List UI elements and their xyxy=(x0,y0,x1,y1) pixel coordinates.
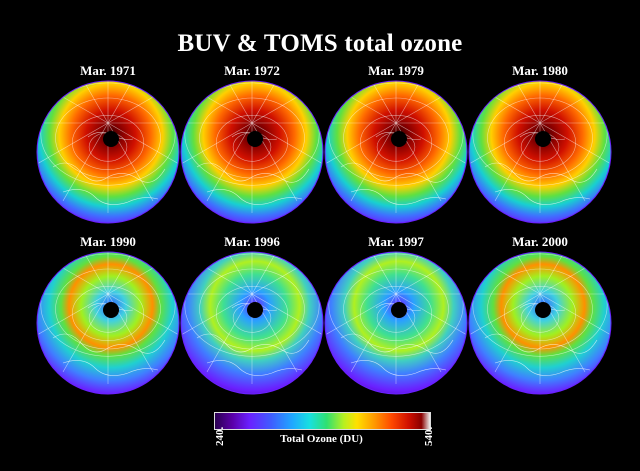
polar-data-gap xyxy=(103,302,119,318)
meridian-line xyxy=(62,122,109,202)
panel-date-label: Mar. 2000 xyxy=(512,234,568,249)
polar-data-gap xyxy=(247,302,263,318)
meridian-line xyxy=(37,293,109,340)
polar-data-gap xyxy=(103,131,119,147)
meridian-line xyxy=(181,122,253,169)
meridian-line xyxy=(469,122,541,169)
meridian-line xyxy=(325,293,397,340)
meridian-line xyxy=(494,122,541,202)
meridian-line xyxy=(350,293,397,373)
ozone-globe-map xyxy=(180,251,324,395)
globe-rim xyxy=(180,251,324,395)
meridian-line xyxy=(181,293,253,340)
meridian-line xyxy=(107,293,179,340)
colorbar-max-label: 540. xyxy=(423,426,435,446)
ozone-globe-map xyxy=(180,80,324,224)
panel-date-label: Mar. 1972 xyxy=(224,63,280,78)
meridian-line xyxy=(494,293,541,373)
colorbar-legend: 240. Total Ozone (DU) 540. xyxy=(214,410,435,450)
meridian-line xyxy=(206,122,253,202)
panel-date-label: Mar. 1971 xyxy=(80,63,136,78)
polar-data-gap xyxy=(247,131,263,147)
ozone-globe-map xyxy=(36,80,180,224)
meridian-line xyxy=(107,122,179,169)
meridian-line xyxy=(539,122,611,169)
globe-rim xyxy=(468,251,612,395)
polar-data-gap xyxy=(391,131,407,147)
panel-date-label: Mar. 1980 xyxy=(512,63,568,78)
polar-data-gap xyxy=(535,131,551,147)
colorbar-gradient xyxy=(214,412,431,430)
globe-rim xyxy=(180,80,324,224)
meridian-line xyxy=(206,293,253,373)
globe-rim xyxy=(36,251,180,395)
meridian-line xyxy=(350,122,397,202)
page-title: BUV & TOMS total ozone xyxy=(177,30,463,57)
meridian-line xyxy=(395,122,467,169)
meridian-line xyxy=(62,293,109,373)
ozone-globe-map xyxy=(36,251,180,395)
polar-data-gap xyxy=(535,302,551,318)
colorbar-title: Total Ozone (DU) xyxy=(280,433,363,445)
globe-rim xyxy=(324,80,468,224)
meridian-line xyxy=(251,293,323,340)
globe-rim xyxy=(468,80,612,224)
ozone-globe-map xyxy=(324,251,468,395)
panel-date-label: Mar. 1997 xyxy=(368,234,424,249)
globe-rim xyxy=(36,80,180,224)
meridian-line xyxy=(469,293,541,340)
panel-date-label: Mar. 1979 xyxy=(368,63,424,78)
ozone-globe-map xyxy=(324,80,468,224)
meridian-line xyxy=(539,293,611,340)
panel-date-label: Mar. 1996 xyxy=(224,234,280,249)
polar-data-gap xyxy=(391,302,407,318)
meridian-line xyxy=(37,122,109,169)
ozone-globe-map xyxy=(468,80,612,224)
globe-rim xyxy=(324,251,468,395)
ozone-globe-map xyxy=(468,251,612,395)
panel-date-label: Mar. 1990 xyxy=(80,234,136,249)
meridian-line xyxy=(251,122,323,169)
meridian-line xyxy=(395,293,467,340)
meridian-line xyxy=(325,122,397,169)
